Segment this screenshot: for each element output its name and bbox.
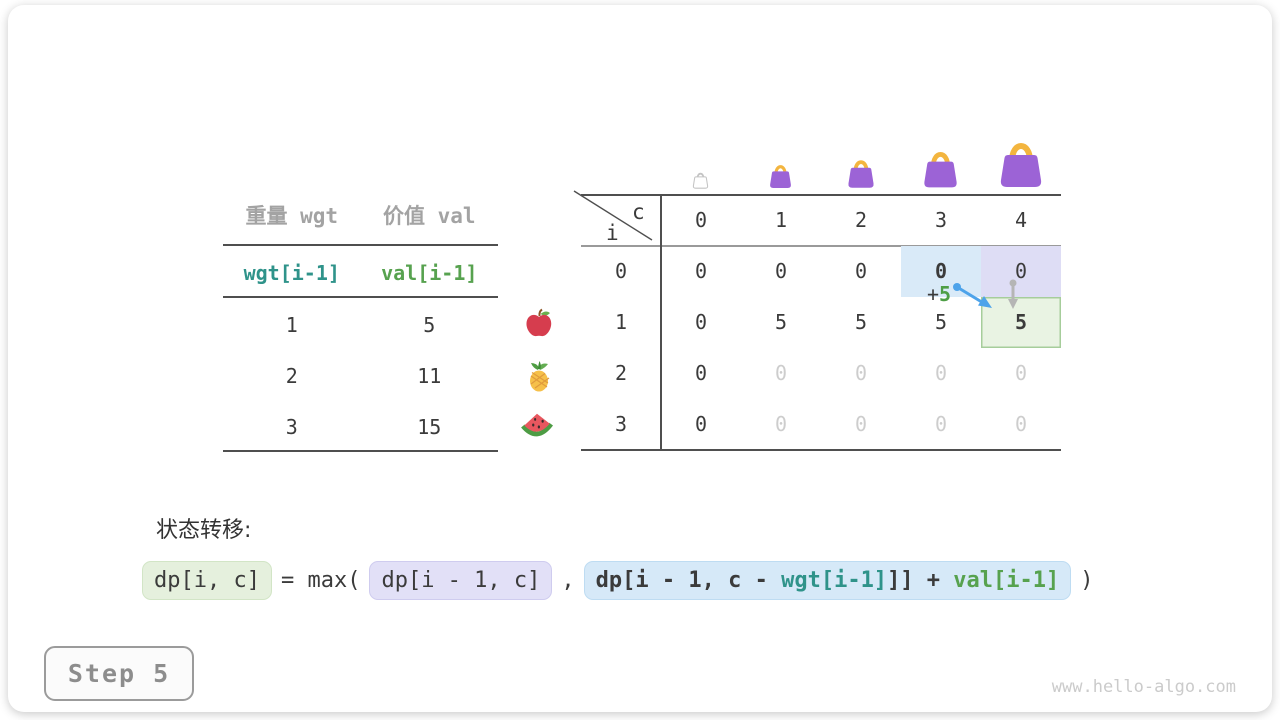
col-header-2: 2 [854, 208, 868, 232]
item-1-value: 5 [423, 313, 436, 337]
row-header-0: 0 [614, 259, 628, 283]
formula-arg2-chip: dp[i - 1, c - wgt[i-1]]] + val[i-1] [583, 561, 1072, 600]
formula-lhs-chip: dp[i, c] [142, 561, 272, 600]
arg2-prefix: dp[i - 1, c - [595, 568, 782, 593]
figure-card: 重量 wgt 价值 val wgt[i-1] val[i-1] 1 5 2 11… [8, 5, 1272, 712]
dp-cell-3-4: 0 [1014, 412, 1028, 436]
dp-cell-2-3: 0 [934, 361, 948, 385]
dp-grid: 0 0 0 0 0 0 5 5 5 5 0 0 0 0 0 0 0 0 0 0 [661, 246, 1061, 450]
row-header-2: 2 [614, 361, 628, 385]
item-3-weight: 3 [285, 415, 298, 439]
divider [223, 296, 498, 298]
dp-cell-3-3: 0 [934, 412, 948, 436]
dp-cell-0-0: 0 [694, 259, 708, 283]
divider [223, 244, 498, 246]
apple-icon [526, 308, 552, 337]
step-button-label: Step 5 [67, 659, 171, 688]
dp-column-headers: 0 1 2 3 4 [661, 195, 1061, 246]
dp-table-header-border [581, 245, 1061, 247]
col-header-4: 4 [1014, 208, 1028, 232]
row-header-3: 3 [614, 412, 628, 436]
corner-label-i: i [606, 221, 619, 245]
items-table: 重量 wgt 价值 val wgt[i-1] val[i-1] 1 5 2 11… [223, 195, 498, 455]
items-table-header: 重量 wgt 价值 val [223, 201, 498, 231]
dp-table-top-border [581, 194, 1061, 196]
step-button[interactable]: Step 5 [44, 646, 194, 701]
dp-cell-2-1: 0 [774, 361, 788, 385]
dp-cell-3-0: 0 [694, 412, 708, 436]
bag-icon-1 [770, 165, 791, 188]
bag-icon-4 [1000, 143, 1042, 187]
formula-arg1-chip: dp[i - 1, c] [369, 561, 553, 600]
dp-cell-0-2: 0 [854, 259, 868, 283]
item-3-value: 15 [417, 415, 442, 439]
item-row-3: 3 15 [223, 412, 498, 442]
dp-cell-3-2: 0 [854, 412, 868, 436]
bag-icon-empty [692, 172, 709, 189]
item-row-2: 2 11 [223, 361, 498, 391]
transition-label: 状态转移: [156, 518, 252, 543]
row-header-1: 1 [614, 310, 628, 334]
weight-column-header: 重量 wgt [245, 204, 339, 228]
dp-cell-1-2: 5 [854, 310, 868, 334]
bag-icon-2 [848, 160, 874, 188]
items-table-formula-row: wgt[i-1] val[i-1] [223, 258, 498, 288]
col-header-3: 3 [934, 208, 948, 232]
dp-cell-1-1: 5 [774, 310, 788, 334]
item-2-weight: 2 [285, 364, 298, 388]
pineapple-icon [530, 361, 550, 392]
wgt-formula: wgt[i-1] [243, 261, 340, 285]
dp-cell-1-3: 5 [934, 310, 948, 334]
item-1-weight: 1 [285, 313, 298, 337]
watermark: www.hello-algo.com [1051, 677, 1236, 697]
watermelon-icon [521, 413, 553, 437]
formula-comma: , [561, 568, 575, 593]
arg2-val: val[i-1] [953, 568, 1060, 593]
dp-table-vertical-border [660, 194, 662, 451]
dp-cell-3-1: 0 [774, 412, 788, 436]
formula-close-paren: ) [1080, 568, 1094, 593]
value-column-header: 价值 val [382, 204, 476, 228]
bag-icon-3 [924, 152, 957, 188]
corner-label-c: c [632, 200, 645, 224]
col-header-0: 0 [694, 208, 708, 232]
plus-sign: + [927, 282, 940, 306]
dp-cell-1-0: 0 [694, 310, 708, 334]
dp-cell-1-4-current: 5 [981, 297, 1061, 348]
item-2-value: 11 [417, 364, 442, 388]
dp-cell-0-4-source: 0 [981, 246, 1061, 297]
val-formula: val[i-1] [381, 261, 478, 285]
divider [223, 450, 498, 452]
dp-cell-2-0: 0 [694, 361, 708, 385]
item-row-1: 1 5 [223, 310, 498, 340]
added-value: 5 [939, 282, 952, 306]
plus-value-annotation: +5 [927, 283, 951, 305]
formula-eq-max: = max( [280, 568, 361, 593]
transition-formula: dp[i, c] = max( dp[i - 1, c] , dp[i - 1,… [142, 561, 1103, 600]
dp-row-headers: 0 1 2 3 [581, 246, 661, 450]
dp-cell-0-1: 0 [774, 259, 788, 283]
dp-table-bottom-border [581, 449, 1061, 451]
col-header-1: 1 [774, 208, 788, 232]
arg2-mid: ]] + [887, 568, 954, 593]
arg2-wgt: wgt[i-1] [781, 568, 888, 593]
dp-cell-2-4: 0 [1014, 361, 1028, 385]
dp-cell-2-2: 0 [854, 361, 868, 385]
